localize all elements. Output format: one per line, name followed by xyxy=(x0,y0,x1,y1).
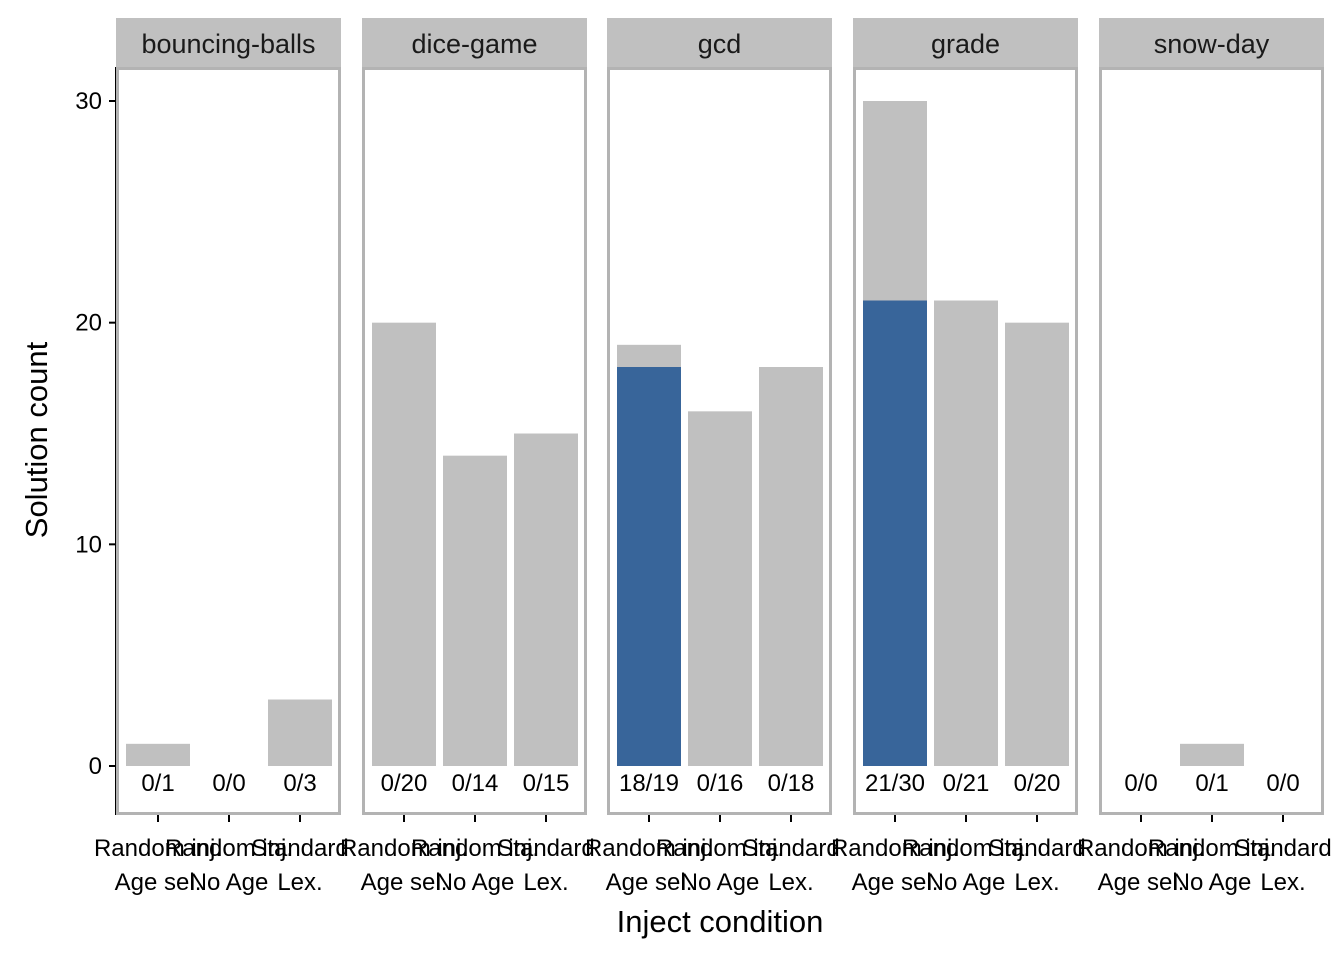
panel-bouncing-balls: bouncing-balls 0/1 Random inj. Age sel. 0/0 R… xyxy=(94,18,349,896)
panel-grade: grade 21/30 Random inj. Age sel. 0/21 Random … xyxy=(831,18,1086,896)
y-axis: 0 10 20 30 xyxy=(75,67,117,815)
panel-frame xyxy=(1099,67,1324,815)
x-tick-label-line2: Lex. xyxy=(1014,869,1059,896)
x-tick-label-line2: Age sel. xyxy=(361,869,448,896)
bar-count-label: 0/18 xyxy=(768,770,815,797)
x-tick-label-line1: Random inj. xyxy=(94,835,222,862)
bar-count-label: 0/0 xyxy=(1266,770,1299,797)
bar-total xyxy=(1180,743,1244,766)
panel-frame xyxy=(853,67,1078,815)
facet-strip xyxy=(853,18,1078,67)
x-tick-label-line1: Random inj. xyxy=(1077,835,1205,862)
x-tick-label-line1: Random inj. xyxy=(902,835,1030,862)
facet-strip xyxy=(607,18,832,67)
bar-count-label: 0/14 xyxy=(452,770,499,797)
bar-total xyxy=(688,411,752,766)
x-tick-label-line1: Random inj. xyxy=(165,835,293,862)
x-tick-label-line2: Lex. xyxy=(1260,869,1305,896)
bar-total xyxy=(443,455,507,766)
bar-count-label: 0/1 xyxy=(141,770,174,797)
bar-total xyxy=(514,433,578,766)
facet-strip-label: grade xyxy=(931,29,1000,59)
x-tick-label-line2: No Age xyxy=(681,869,760,896)
x-tick-label-line2: Age sel. xyxy=(1098,869,1185,896)
x-tick-label-line2: No Age xyxy=(927,869,1006,896)
x-tick-label-line1: Random inj. xyxy=(831,835,959,862)
x-tick-label-line2: No Age xyxy=(1173,869,1252,896)
bar-highlighted xyxy=(863,300,927,766)
x-tick-label-line1: Standard xyxy=(742,835,839,862)
y-axis-title: Solution count xyxy=(19,341,54,538)
x-tick-label-line1: Standard xyxy=(988,835,1085,862)
x-tick-label-line2: No Age xyxy=(190,869,269,896)
bar-total xyxy=(1005,322,1069,766)
bar-total xyxy=(268,699,332,766)
x-tick-label-line2: Age sel. xyxy=(115,869,202,896)
x-tick-label-line1: Standard xyxy=(1234,835,1331,862)
x-tick-label-line1: Random inj. xyxy=(1148,835,1276,862)
facet-strip-label: dice-game xyxy=(411,29,537,59)
bar-count-label: 0/21 xyxy=(943,770,990,797)
y-tick-label: 10 xyxy=(75,531,102,558)
panel-frame xyxy=(607,67,832,815)
bar-count-label: 0/0 xyxy=(1124,770,1157,797)
bar-count-label: 0/20 xyxy=(381,770,428,797)
x-tick-label-line1: Random inj. xyxy=(411,835,539,862)
facet-strip xyxy=(1099,18,1324,67)
x-tick-label-line2: Age sel. xyxy=(606,869,693,896)
x-tick-label-line1: Random inj. xyxy=(340,835,468,862)
bar-count-label: 0/3 xyxy=(283,770,316,797)
x-tick-label-line2: Lex. xyxy=(277,869,322,896)
y-tick-label: 0 xyxy=(89,753,102,780)
panel-gcd: gcd 18/19 Random inj. Age sel. 0/16 Random in… xyxy=(585,18,840,896)
facet-strip xyxy=(116,18,341,67)
bar-count-label: 18/19 xyxy=(619,770,679,797)
x-tick-label-line1: Standard xyxy=(251,835,348,862)
facet-strip-label: gcd xyxy=(698,29,742,59)
bar-highlighted xyxy=(617,367,681,766)
panel-frame xyxy=(362,67,587,815)
bar-count-label: 0/1 xyxy=(1195,770,1228,797)
panel-dice-game: dice-game 0/20 Random inj. Age sel. 0/14 Rand… xyxy=(340,18,595,896)
x-tick-label-line1: Random inj. xyxy=(656,835,784,862)
panels: bouncing-balls 0/1 Random inj. Age sel. 0/0 R… xyxy=(94,18,1332,896)
bar-total xyxy=(934,300,998,766)
facet-strip xyxy=(362,18,587,67)
bar-count-label: 0/15 xyxy=(523,770,570,797)
y-tick-label: 20 xyxy=(75,310,102,337)
bar-total xyxy=(126,743,190,766)
bar-total xyxy=(759,367,823,766)
bar-count-label: 0/0 xyxy=(212,770,245,797)
bar-count-label: 21/30 xyxy=(865,770,925,797)
panel-snow-day: snow-day 0/0 Random inj. Age sel. 0/1 Random … xyxy=(1077,18,1332,896)
panel-frame xyxy=(116,67,341,815)
facet-strip-label: bouncing-balls xyxy=(141,29,315,59)
x-tick-label-line1: Random inj. xyxy=(585,835,713,862)
x-tick-label-line2: Lex. xyxy=(523,869,568,896)
x-tick-label-line2: No Age xyxy=(436,869,515,896)
bar-count-label: 0/20 xyxy=(1014,770,1061,797)
x-axis-title: Inject condition xyxy=(617,904,824,939)
bar-count-label: 0/16 xyxy=(697,770,744,797)
x-tick-label-line2: Lex. xyxy=(768,869,813,896)
x-tick-label-line1: Standard xyxy=(497,835,594,862)
facet-strip-label: snow-day xyxy=(1154,29,1270,59)
x-tick-label-line2: Age sel. xyxy=(852,869,939,896)
bar-total xyxy=(372,322,436,766)
y-tick-label: 30 xyxy=(75,88,102,115)
